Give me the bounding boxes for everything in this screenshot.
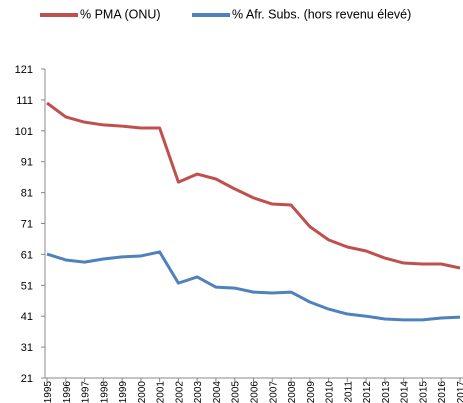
- y-tick-label: 71: [21, 219, 33, 231]
- x-tick-label: 2012: [362, 381, 373, 403]
- x-tick-label: 2014: [400, 381, 411, 403]
- x-tick-label: 1996: [62, 381, 73, 403]
- x-tick-label: 2010: [325, 381, 336, 403]
- y-tick-label: 41: [21, 311, 33, 323]
- x-tick-label: 2001: [156, 381, 167, 403]
- x-tick-label: 2000: [137, 381, 148, 403]
- x-tick-label: 2008: [287, 381, 298, 403]
- y-tick-label: 111: [16, 95, 33, 107]
- legend-label: % Afr. Subs. (hors revenu élevé): [232, 7, 411, 21]
- y-tick-label: 51: [21, 280, 33, 292]
- x-tick-label: 2005: [231, 381, 242, 403]
- x-tick-label: 2003: [193, 381, 204, 403]
- y-tick-label: 91: [21, 157, 33, 169]
- x-tick-label: 1997: [81, 381, 92, 403]
- x-tick-label: 2007: [268, 381, 279, 403]
- x-tick-label: 1999: [118, 381, 129, 403]
- x-tick-label: 1998: [99, 381, 110, 403]
- legend-label: % PMA (ONU): [80, 7, 161, 21]
- y-tick-label: 101: [15, 126, 33, 138]
- y-tick-label: 121: [15, 64, 33, 76]
- x-tick-label: 2009: [306, 381, 317, 403]
- x-tick-label: 2011: [343, 381, 354, 403]
- x-tick-label: 1995: [43, 381, 54, 403]
- y-tick-label: 21: [21, 373, 33, 385]
- x-tick-label: 2013: [381, 381, 392, 403]
- x-tick-label: 2017: [456, 381, 463, 403]
- y-tick-label: 61: [21, 249, 33, 261]
- x-tick-label: 2015: [418, 381, 429, 403]
- x-tick-label: 2016: [437, 381, 448, 403]
- series-line: [46, 101, 461, 270]
- x-tick-label: 2006: [250, 381, 261, 403]
- series-line: [46, 250, 461, 322]
- y-tick-label: 31: [21, 342, 33, 354]
- x-tick-label: 2002: [174, 381, 185, 403]
- x-tick-label: 2004: [212, 381, 223, 403]
- y-tick-label: 81: [21, 188, 33, 200]
